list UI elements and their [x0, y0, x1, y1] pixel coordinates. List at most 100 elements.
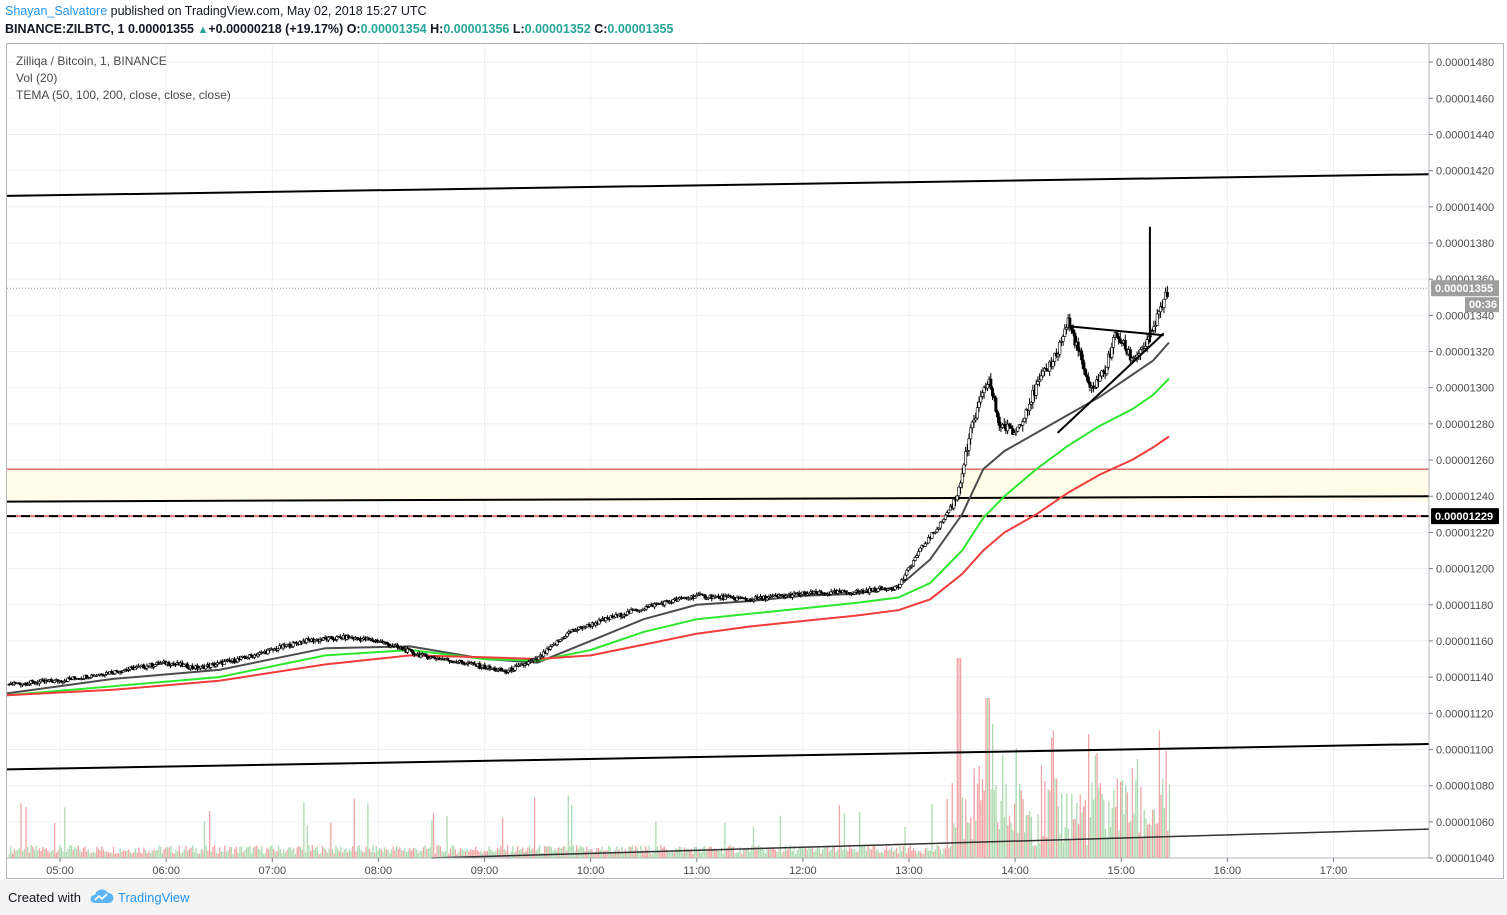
legend-pair[interactable]: Zilliqa / Bitcoin, 1, BINANCE — [16, 54, 167, 68]
candle-body — [115, 670, 119, 672]
time-tick-label: 09:00 — [471, 865, 499, 877]
candle-body — [1044, 367, 1048, 371]
tradingview-cloud-icon[interactable] — [88, 889, 114, 905]
volume-bar — [1163, 808, 1166, 858]
volume-bar — [478, 851, 480, 858]
volume-bar — [1005, 783, 1007, 858]
volume-bar — [729, 845, 731, 858]
volume-bar — [262, 853, 265, 858]
volume-bar — [730, 846, 733, 858]
volume-bar — [217, 853, 219, 858]
volume-bar — [328, 848, 330, 858]
volume-bar — [1052, 730, 1054, 858]
volume-bar — [421, 850, 423, 858]
volume-bar — [18, 848, 20, 858]
price-tick-label: 0.00001460 — [1436, 93, 1494, 105]
volume-bar — [134, 848, 137, 858]
volume-bar — [1167, 830, 1169, 858]
candle-body — [957, 486, 961, 497]
volume-bar — [826, 846, 829, 858]
price-tick-label: 0.00001340 — [1436, 310, 1494, 322]
volume-bar — [175, 849, 177, 858]
candle-body — [1036, 381, 1040, 385]
last-price-tag-bg — [1431, 280, 1499, 297]
volume-bar — [842, 850, 844, 858]
volume-bar — [569, 846, 571, 858]
volume-bar — [170, 845, 172, 858]
volume-bar — [830, 849, 832, 858]
volume-bar — [91, 852, 93, 858]
candle-body — [88, 677, 92, 679]
candle-body — [996, 411, 1000, 418]
legend-tema[interactable]: TEMA (50, 100, 200, close, close, close) — [16, 88, 231, 102]
volume-bar — [1025, 815, 1027, 858]
tradingview-link[interactable]: TradingView — [118, 890, 190, 905]
volume-bar — [921, 853, 923, 858]
volume-bar — [554, 848, 556, 858]
volume-bar — [1047, 788, 1049, 858]
volume-bar — [805, 846, 807, 858]
volume-bar — [852, 848, 854, 858]
volume-bar — [712, 849, 714, 858]
volume-bar — [165, 847, 167, 858]
volume-bar — [355, 851, 357, 858]
publish-info: Shayan_Salvatore published on TradingVie… — [5, 4, 427, 18]
candle-body — [693, 596, 697, 599]
volume-bar — [1153, 810, 1155, 858]
volume-bar — [325, 849, 327, 858]
volume-bar — [382, 851, 384, 858]
volume-bar — [619, 853, 622, 858]
candle-body — [959, 482, 963, 488]
time-tick-label: 06:00 — [152, 865, 180, 877]
volume-bar — [456, 853, 458, 858]
volume-bar — [916, 853, 918, 858]
volume-bar — [500, 845, 502, 858]
volume-bar — [1069, 839, 1071, 858]
candle-body — [1022, 417, 1026, 422]
volume-bar — [309, 850, 312, 858]
ohlc-line: BINANCE:ZILBTC, 1 0.00001355 ▲+0.0000021… — [5, 22, 673, 36]
volume-bar — [485, 851, 487, 858]
author-link[interactable]: Shayan_Salvatore — [5, 4, 108, 18]
price-chart[interactable]: 0.00001480 0.00001460 0.00001440 0.00001420… — [0, 0, 1507, 880]
candle-body — [703, 594, 707, 599]
candle-body — [1145, 339, 1149, 347]
volume-bar — [367, 803, 369, 858]
volume-bar — [205, 845, 207, 858]
volume-bar — [889, 849, 891, 858]
volume-bar — [133, 852, 135, 858]
candle-body — [419, 654, 423, 658]
volume-bar — [222, 852, 224, 858]
volume-bar — [197, 853, 199, 858]
candle-body — [969, 427, 973, 440]
volume-bar — [1116, 778, 1118, 858]
volume-bar — [23, 849, 25, 858]
volume-bar — [1148, 823, 1150, 858]
volume-bar — [811, 847, 814, 858]
volume-bar — [877, 849, 879, 858]
volume-bar — [759, 846, 761, 858]
volume-bar — [171, 852, 174, 858]
candle-body — [412, 652, 416, 655]
volume-bar — [1108, 801, 1110, 858]
volume-bar — [163, 849, 165, 858]
volume-bar — [835, 852, 837, 858]
volume-bar — [345, 848, 347, 858]
volume-bar — [363, 852, 366, 858]
candle-body — [406, 648, 410, 653]
volume-bar — [862, 846, 864, 858]
candle-body — [991, 388, 995, 397]
volume-bar — [1003, 817, 1006, 858]
candle-body — [900, 579, 904, 585]
candle-body — [1110, 347, 1114, 358]
volume-bar — [803, 846, 805, 858]
volume-bar — [385, 849, 388, 858]
volume-bar — [183, 849, 185, 858]
candle-body — [911, 560, 915, 567]
volume-bar — [503, 848, 505, 858]
volume-bar — [256, 845, 258, 858]
legend-volume[interactable]: Vol (20) — [16, 71, 58, 85]
candle-body — [612, 616, 616, 619]
volume-bar — [858, 812, 861, 858]
chart-frame — [6, 43, 1504, 879]
